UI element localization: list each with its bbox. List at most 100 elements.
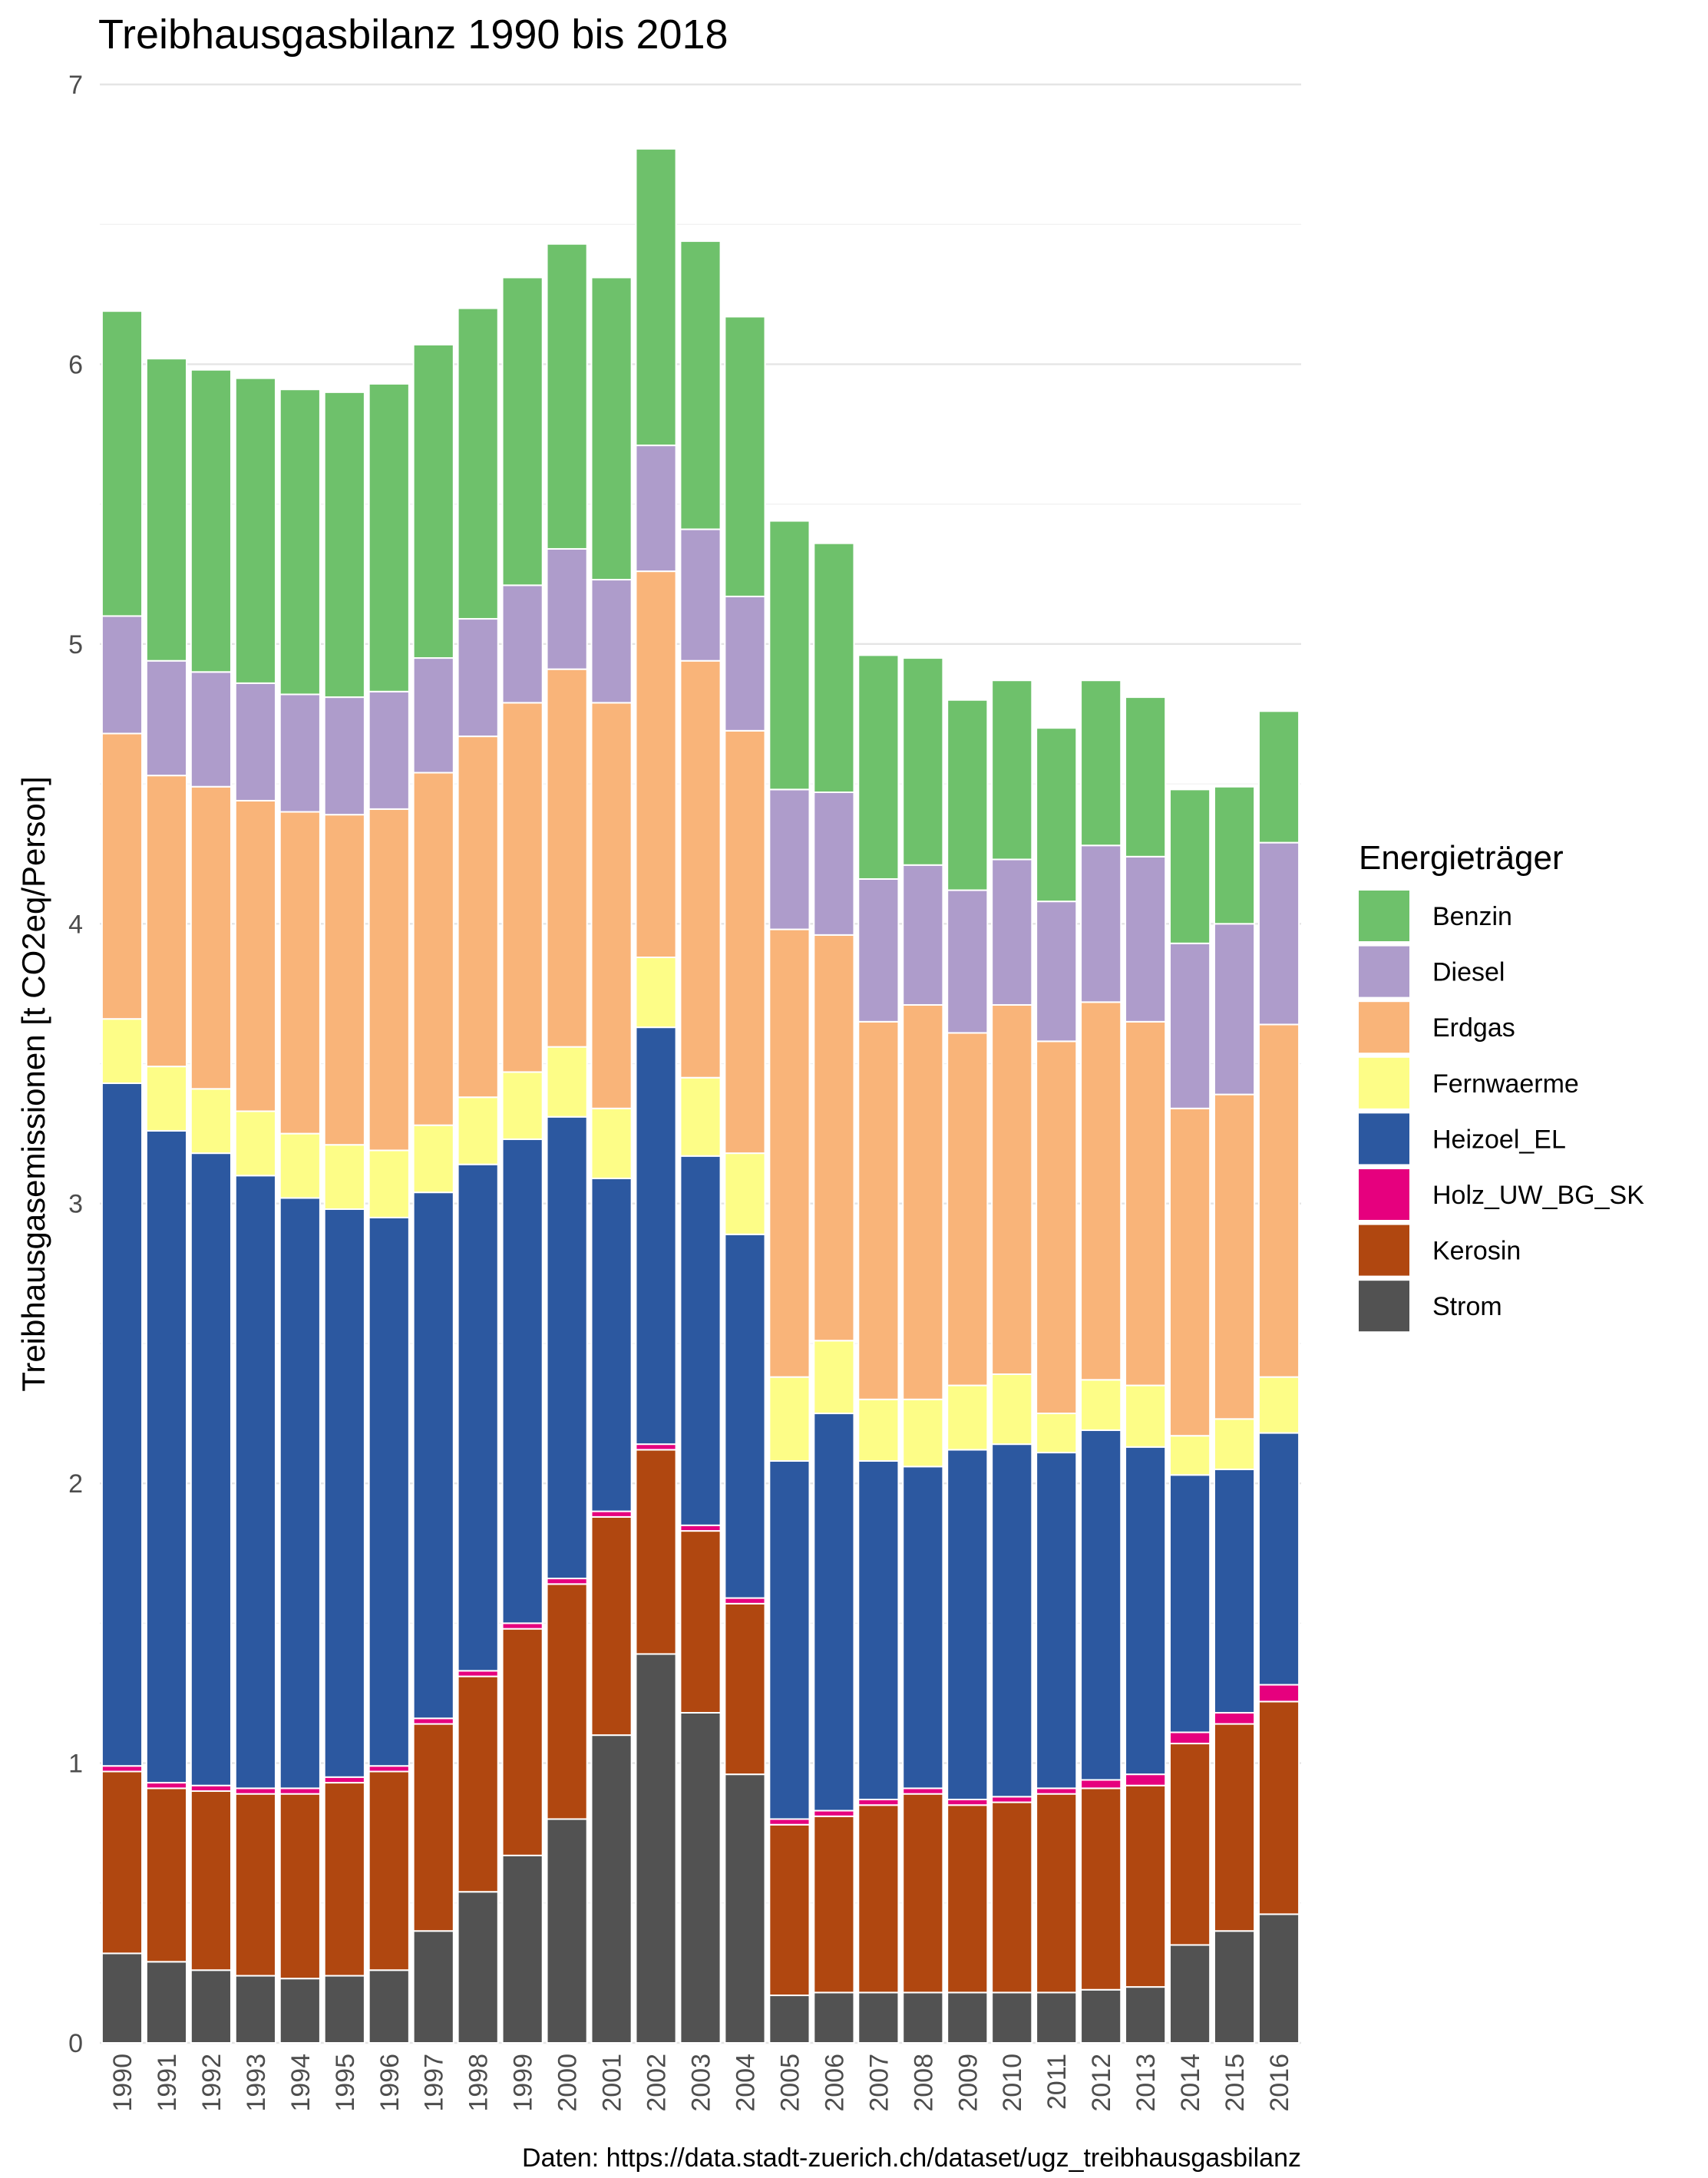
bar-segment-diesel-1993 bbox=[234, 682, 276, 801]
bar-segment-holz-uw-bg-sk-2014 bbox=[1169, 1731, 1211, 1745]
bar-segment-diesel-2014 bbox=[1169, 942, 1211, 1109]
bar-segment-diesel-2005 bbox=[768, 788, 811, 930]
bar-segment-diesel-2006 bbox=[813, 792, 855, 936]
x-tick-label: 1993 bbox=[242, 2054, 271, 2112]
bar-segment-kerosin-2007 bbox=[857, 1804, 900, 1994]
y-tick-label: 2 bbox=[68, 1469, 83, 1499]
bar-segment-heizoel-el-2000 bbox=[546, 1115, 588, 1580]
x-tick-label: 2002 bbox=[643, 2054, 672, 2112]
legend-key-fernwaerme bbox=[1359, 1057, 1409, 1109]
bar-segment-benzin-2002 bbox=[635, 147, 677, 447]
x-tick-label: 1995 bbox=[331, 2054, 360, 2112]
bar-segment-strom-1997 bbox=[412, 1930, 454, 2044]
x-tick-label: 1996 bbox=[375, 2054, 405, 2112]
bar-segment-strom-2006 bbox=[813, 1991, 855, 2044]
bar-segment-benzin-2004 bbox=[724, 316, 766, 597]
bar-segment-heizoel-el-2009 bbox=[947, 1449, 989, 1800]
bar-segment-strom-2000 bbox=[546, 1818, 588, 2044]
bar-segment-diesel-1996 bbox=[368, 690, 410, 810]
bar-segment-diesel-1995 bbox=[323, 696, 365, 816]
bar-segment-kerosin-2016 bbox=[1257, 1700, 1300, 1915]
bar-segment-erdgas-1999 bbox=[501, 702, 543, 1073]
bar-segment-holz-uw-bg-sk-2008 bbox=[902, 1787, 944, 1795]
bar-segment-fernwaerme-1993 bbox=[234, 1110, 276, 1177]
bar-segment-benzin-2001 bbox=[590, 276, 633, 581]
bar-segment-heizoel-el-1990 bbox=[101, 1082, 144, 1767]
bar-segment-strom-2005 bbox=[768, 1995, 811, 2044]
bar-segment-strom-2007 bbox=[857, 1991, 900, 2044]
bar-segment-fernwaerme-1994 bbox=[279, 1132, 321, 1199]
bar-segment-kerosin-2003 bbox=[679, 1530, 722, 1714]
bar-segment-kerosin-2015 bbox=[1213, 1723, 1256, 1932]
bar-segment-benzin-1992 bbox=[190, 369, 232, 673]
legend-key-holz-uw-bg-sk bbox=[1359, 1169, 1409, 1220]
bar-segment-heizoel-el-2010 bbox=[991, 1443, 1033, 1798]
bar-segment-erdgas-2007 bbox=[857, 1020, 900, 1400]
legend-key-diesel bbox=[1359, 946, 1409, 997]
bar-segment-holz-uw-bg-sk-1992 bbox=[190, 1784, 232, 1793]
bar-segment-fernwaerme-2002 bbox=[635, 957, 677, 1029]
x-tick-label: 2004 bbox=[731, 2054, 760, 2112]
bar-segment-kerosin-2014 bbox=[1169, 1743, 1211, 1946]
bar-segment-erdgas-2008 bbox=[902, 1003, 944, 1400]
bar-segment-kerosin-2012 bbox=[1080, 1787, 1122, 1991]
legend-key-kerosin bbox=[1359, 1225, 1409, 1276]
bar-segment-benzin-1994 bbox=[279, 388, 321, 696]
bar-segment-fernwaerme-2013 bbox=[1125, 1384, 1167, 1448]
x-tick-label: 1998 bbox=[464, 2054, 494, 2112]
bar-segment-strom-1991 bbox=[145, 1961, 188, 2044]
bar-segment-heizoel-el-1991 bbox=[145, 1129, 188, 1784]
bar-segment-kerosin-2001 bbox=[590, 1515, 633, 1737]
bar-segment-erdgas-1997 bbox=[412, 772, 454, 1126]
bar-segment-fernwaerme-2015 bbox=[1213, 1418, 1256, 1470]
bar-segment-fernwaerme-2012 bbox=[1080, 1379, 1122, 1431]
bar-segment-diesel-1990 bbox=[101, 615, 144, 735]
bar-segment-benzin-2007 bbox=[857, 654, 900, 880]
bar-segment-strom-2011 bbox=[1036, 1991, 1078, 2044]
bar-segment-fernwaerme-2003 bbox=[679, 1076, 722, 1157]
y-tick-label: 3 bbox=[68, 1190, 83, 1219]
bar-segment-kerosin-2006 bbox=[813, 1815, 855, 1994]
bar-segment-holz-uw-bg-sk-2003 bbox=[679, 1524, 722, 1532]
bar-segment-strom-1996 bbox=[368, 1969, 410, 2044]
bar-segment-holz-uw-bg-sk-2001 bbox=[590, 1510, 633, 1518]
bar-segment-heizoel-el-2001 bbox=[590, 1177, 633, 1512]
bar-segment-fernwaerme-2005 bbox=[768, 1376, 811, 1462]
bar-segment-benzin-2005 bbox=[768, 520, 811, 791]
bar-segment-strom-1992 bbox=[190, 1969, 232, 2044]
legend-label: Strom bbox=[1432, 1292, 1502, 1321]
bar-segment-benzin-2003 bbox=[679, 240, 722, 530]
bar-segment-kerosin-1996 bbox=[368, 1770, 410, 1971]
y-tick-label: 4 bbox=[68, 910, 83, 939]
x-tick-label: 1991 bbox=[153, 2054, 182, 2112]
x-tick-label: 1997 bbox=[420, 2054, 449, 2112]
x-tick-label: 2010 bbox=[998, 2054, 1027, 2112]
bar-segment-strom-1999 bbox=[501, 1854, 543, 2044]
x-axis-ticks: 1990 1991 1992 1993 1994 1995 1996 1997 1998 1999… bbox=[108, 2054, 1294, 2112]
bar-segment-erdgas-1998 bbox=[457, 735, 499, 1099]
x-tick-label: 2015 bbox=[1221, 2054, 1250, 2112]
bar-segment-heizoel-el-2003 bbox=[679, 1155, 722, 1526]
x-tick-label: 1994 bbox=[286, 2054, 316, 2112]
bar-segment-heizoel-el-2007 bbox=[857, 1459, 900, 1800]
bar-segment-fernwaerme-2011 bbox=[1036, 1413, 1078, 1454]
bar-segment-erdgas-2011 bbox=[1036, 1040, 1078, 1415]
bar-segment-fernwaerme-2016 bbox=[1257, 1376, 1300, 1434]
bar-segment-strom-2003 bbox=[679, 1711, 722, 2044]
legend-key-heizoel-el bbox=[1359, 1113, 1409, 1165]
bar-segment-heizoel-el-1999 bbox=[501, 1138, 543, 1624]
bar-segment-benzin-1997 bbox=[412, 343, 454, 659]
bar-segment-diesel-1991 bbox=[145, 659, 188, 777]
bar-segment-fernwaerme-1991 bbox=[145, 1066, 188, 1132]
bar-segment-benzin-1993 bbox=[234, 377, 276, 684]
bar-segment-strom-2008 bbox=[902, 1991, 944, 2044]
bar-segment-erdgas-2004 bbox=[724, 729, 766, 1155]
bar-segment-diesel-2008 bbox=[902, 864, 944, 1006]
bar-segment-holz-uw-bg-sk-2016 bbox=[1257, 1684, 1300, 1703]
legend-title: Energieträger bbox=[1359, 839, 1564, 877]
bar-segment-erdgas-2001 bbox=[590, 702, 633, 1109]
bar-segment-heizoel-el-2014 bbox=[1169, 1474, 1211, 1733]
bar-segment-heizoel-el-2002 bbox=[635, 1026, 677, 1446]
bar-segment-benzin-1990 bbox=[101, 310, 144, 617]
